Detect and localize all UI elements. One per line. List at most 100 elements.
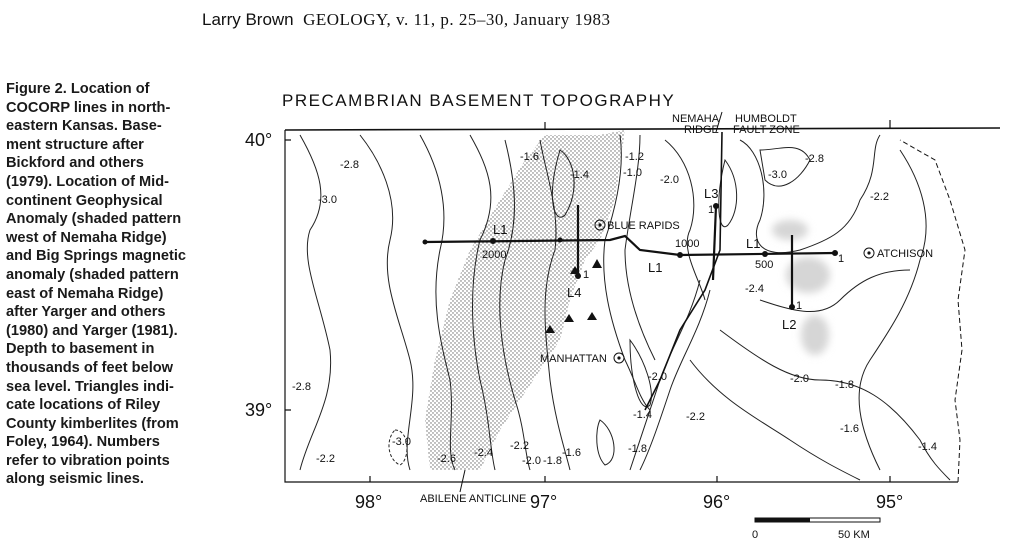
seismic-lines xyxy=(424,205,836,307)
svg-text:1: 1 xyxy=(796,300,802,312)
contour-label: -1.4 xyxy=(570,169,589,181)
contour-label: -2.2 xyxy=(316,453,335,465)
svg-text:0: 0 xyxy=(752,529,758,541)
contour-label: -2.2 xyxy=(686,411,705,423)
contour-label: -2.4 xyxy=(474,447,493,459)
seismic-line-l3 xyxy=(711,205,718,281)
figure-caption: Figure 2. Location of COCORP lines in nor… xyxy=(6,80,256,489)
svg-text:L4: L4 xyxy=(567,285,581,300)
caption-line: Depth to basement in xyxy=(6,341,155,358)
contour-label: -2.8 xyxy=(292,381,311,393)
caption-line: along seismic lines. xyxy=(6,471,144,488)
page-header: Larry Brown GEOLOGY, v. 11, p. 25–30, Ja… xyxy=(202,10,610,30)
svg-text:50 KM: 50 KM xyxy=(838,529,870,541)
svg-text:500: 500 xyxy=(755,259,773,271)
caption-line: eastern Kansas. Base- xyxy=(6,118,162,135)
contour-label: -3.0 xyxy=(392,436,411,448)
contour-label: -1.0 xyxy=(623,167,642,179)
caption-line: ment structure after xyxy=(6,136,144,153)
caption-line: thousands of feet below xyxy=(6,359,174,376)
svg-text:1: 1 xyxy=(708,204,714,216)
svg-text:95°: 95° xyxy=(876,492,903,512)
contour-lines xyxy=(299,134,951,481)
svg-text:NEMAHA: NEMAHA xyxy=(672,113,720,125)
kimberlite-triangles xyxy=(545,259,602,333)
caption-line: (1979). Location of Mid- xyxy=(6,173,169,190)
contour-label: -2.2 xyxy=(870,191,889,203)
caption-line: continent Geophysical xyxy=(6,192,163,209)
scale-bar: 0 50 KM xyxy=(752,517,881,541)
svg-text:L2: L2 xyxy=(782,317,796,332)
contour-label: -2.0 xyxy=(790,373,809,385)
caption-line: refer to vibration points xyxy=(6,452,170,469)
contour-label: -1.8 xyxy=(543,455,562,467)
caption-line: after Yarger and others xyxy=(6,304,166,321)
caption-line: Bickford and others xyxy=(6,155,144,172)
town-markers xyxy=(594,219,875,364)
svg-text:39°: 39° xyxy=(245,400,272,420)
longitude-labels: 98° 97° 96° 95° xyxy=(355,492,903,512)
svg-text:2000: 2000 xyxy=(482,249,506,261)
svg-text:40°: 40° xyxy=(245,130,272,150)
nemaha-humboldt-fault xyxy=(644,131,723,411)
svg-text:96°: 96° xyxy=(703,492,730,512)
svg-text:RIDGE: RIDGE xyxy=(684,124,719,136)
latitude-labels: 40° 39° xyxy=(245,130,272,420)
contour-label: -1.4 xyxy=(918,441,937,453)
contour-label: -1.6 xyxy=(520,151,539,163)
svg-text:BLUE RAPIDS: BLUE RAPIDS xyxy=(607,220,680,232)
vibration-point-markers xyxy=(422,203,838,310)
fault-label: NEMAHA RIDGE HUMBOLDT FAULT ZONE xyxy=(672,113,800,136)
caption-line: anomaly (shaded pattern xyxy=(6,266,179,283)
svg-text:L1: L1 xyxy=(648,260,662,275)
contour-label: -2.2 xyxy=(510,440,529,452)
caption-line: west of Nemaha Ridge) xyxy=(6,229,167,246)
contour-label: -2.6 xyxy=(437,453,456,465)
midcontinent-anomaly-shading xyxy=(425,130,625,470)
caption-line: Anomaly (shaded pattern xyxy=(6,211,182,228)
svg-text:FAULT ZONE: FAULT ZONE xyxy=(733,124,800,136)
contour-label: -2.0 xyxy=(648,371,667,383)
contour-label: -1.2 xyxy=(625,151,644,163)
svg-text:MANHATTAN: MANHATTAN xyxy=(540,353,607,365)
contour-label: -1.4 xyxy=(633,409,652,421)
svg-text:1: 1 xyxy=(583,269,589,281)
svg-text:ATCHISON: ATCHISON xyxy=(877,248,933,260)
contour-label: -2.8 xyxy=(805,153,824,165)
caption-line: east of Nemaha Ridge) xyxy=(6,285,164,302)
author: Larry Brown xyxy=(202,10,294,29)
journal-citation: GEOLOGY, v. 11, p. 25–30, January 1983 xyxy=(303,10,611,29)
seismic-line-l1 xyxy=(424,234,836,257)
contour-label: -1.8 xyxy=(628,443,647,455)
caption-line: cate locations of Riley xyxy=(6,397,161,414)
vibration-point-labels: 2000 1000 500 1 1 1 1 xyxy=(482,204,844,312)
caption-line: COCORP lines in north- xyxy=(6,99,171,116)
contour-label: -3.0 xyxy=(768,169,787,181)
big-springs-anomaly-shading xyxy=(772,220,830,355)
svg-text:ABILENE ANTICLINE: ABILENE ANTICLINE xyxy=(420,493,526,505)
contour-label: -2.0 xyxy=(522,455,541,467)
caption-line: (1980) and Yarger (1981). xyxy=(6,322,178,339)
svg-text:97°: 97° xyxy=(530,492,557,512)
map-frame xyxy=(284,120,1001,483)
caption-line: County kimberlites (from xyxy=(6,415,179,432)
contour-label: -1.6 xyxy=(562,447,581,459)
caption-line: Foley, 1964). Numbers xyxy=(6,434,160,451)
contour-labels: -2.8 -3.0 -1.6 -1.4 -1.2 -1.0 -2.0 -2.8 -3.0 -2.2… xyxy=(292,151,937,467)
contour-label: -2.8 xyxy=(340,159,359,171)
svg-text:L3: L3 xyxy=(704,186,718,201)
contour-label: -2.0 xyxy=(660,174,679,186)
fault-label-divider xyxy=(715,111,723,133)
contour-label: -1.8 xyxy=(835,379,854,391)
svg-text:1000: 1000 xyxy=(675,238,699,250)
contour-label: -2.4 xyxy=(745,283,764,295)
seismic-line-labels: L1 L1 L1 L2 L3 L4 xyxy=(493,186,796,332)
svg-text:L1: L1 xyxy=(493,222,507,237)
svg-text:L1: L1 xyxy=(746,236,760,251)
contour-label: -3.0 xyxy=(318,194,337,206)
caption-line: sea level. Triangles indi- xyxy=(6,378,174,395)
svg-text:HUMBOLDT: HUMBOLDT xyxy=(735,113,797,125)
svg-text:98°: 98° xyxy=(355,492,382,512)
anticline-arrow-icon xyxy=(459,469,466,493)
